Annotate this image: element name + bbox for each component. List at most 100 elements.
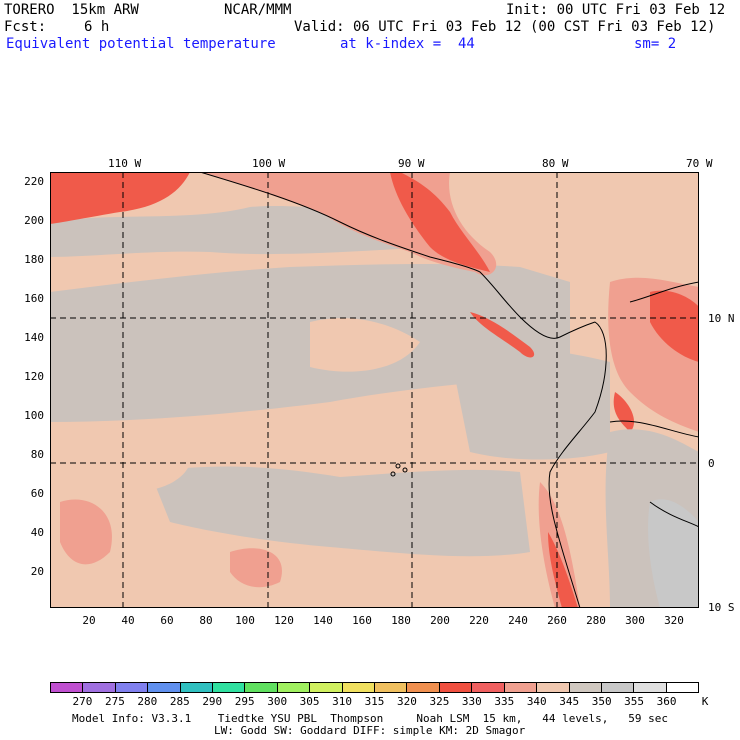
- legend-swatch: [666, 683, 699, 692]
- level-info: at k-index = 44: [340, 36, 475, 52]
- y-tick: 200: [24, 214, 44, 227]
- y-tick: 120: [24, 370, 44, 383]
- galapagos-island: [390, 471, 396, 477]
- legend-swatch: [342, 683, 376, 692]
- coastline-caribbean: [629, 281, 699, 303]
- legend-value: 305: [299, 695, 320, 708]
- field-gray-band-east: [450, 347, 610, 460]
- legend-value: 335: [494, 695, 515, 708]
- legend-swatch: [245, 683, 278, 692]
- legend-swatch: [115, 683, 149, 692]
- legend-swatch: [51, 683, 84, 692]
- field-salmon-patch: [60, 499, 112, 565]
- lon-label-90w: 90 W: [398, 157, 425, 170]
- x-tick: 260: [547, 614, 567, 627]
- field-red-topleft: [50, 172, 190, 224]
- field-red-central-america: [300, 172, 490, 272]
- y-tick: 160: [24, 292, 44, 305]
- legend-swatch: [634, 683, 667, 692]
- x-tick: 220: [469, 614, 489, 627]
- lat-label-10n: 10 N: [708, 312, 735, 325]
- legend-value: 285: [169, 695, 190, 708]
- y-tick: 180: [24, 253, 44, 266]
- field-lightgray-amazon: [648, 499, 699, 608]
- legend-value: 275: [104, 695, 125, 708]
- model-name: TORERO 15km ARW: [4, 2, 139, 18]
- field-red-costa-rica: [470, 312, 535, 358]
- legend-swatch: [569, 683, 602, 692]
- smoothing-info: sm= 2: [634, 36, 677, 52]
- x-tick: 140: [313, 614, 333, 627]
- legend-value: 340: [526, 695, 547, 708]
- legend-value: 345: [559, 695, 580, 708]
- coastline-central-america: [199, 172, 596, 339]
- legend-value: 360: [656, 695, 677, 708]
- y-tick: 20: [30, 565, 44, 578]
- legend-value: 290: [202, 695, 223, 708]
- y-tick: 40: [30, 526, 44, 539]
- x-tick: 40: [121, 614, 135, 627]
- field-salmon-patch: [230, 548, 282, 588]
- map-plot: [50, 172, 699, 608]
- legend-value: 295: [234, 695, 255, 708]
- legend-swatch: [407, 683, 440, 692]
- legend-value: 355: [624, 695, 645, 708]
- field-tan-patch: [310, 318, 420, 372]
- legend-swatch: [310, 683, 343, 692]
- legend-swatch: [277, 683, 311, 692]
- graticule: [50, 172, 699, 608]
- lon-label-80w: 80 W: [542, 157, 569, 170]
- init-time: Init: 00 UTC Fri 03 Feb 12: [506, 2, 726, 18]
- legend-value: 270: [72, 695, 93, 708]
- legend-unit: K: [701, 695, 709, 708]
- forecast-hour: 6 h: [84, 19, 110, 35]
- x-tick: 320: [664, 614, 684, 627]
- field-red-andes: [613, 392, 635, 432]
- legend-swatch: [180, 683, 214, 692]
- legend-value: 315: [364, 695, 385, 708]
- border-brazil: [649, 501, 699, 528]
- legend-value: 325: [429, 695, 450, 708]
- galapagos-island: [395, 463, 401, 469]
- lon-label-110w: 110 W: [108, 157, 142, 170]
- model-info-line2: LW: Godd SW: Goddard DIFF: simple KM: 2D…: [214, 724, 526, 737]
- x-tick: 160: [352, 614, 372, 627]
- legend-swatch: [537, 683, 570, 692]
- lat-label-10s: 10 S: [708, 601, 735, 614]
- x-tick: 200: [430, 614, 450, 627]
- legend-value: 300: [267, 695, 288, 708]
- field-salmon-peru: [538, 482, 580, 608]
- lat-label-0: 0: [708, 457, 715, 470]
- field-gray-band-south: [150, 466, 530, 557]
- lon-label-70w: 70 W: [686, 157, 713, 170]
- field-red-peru: [548, 532, 578, 608]
- legend-value: 320: [397, 695, 417, 708]
- coastline-south-america: [548, 321, 607, 608]
- plot-frame: [50, 172, 699, 608]
- legend-colorbar: [50, 682, 699, 693]
- x-tick: 120: [274, 614, 294, 627]
- field-name: Equivalent potential temperature: [6, 36, 276, 52]
- y-tick: 60: [30, 487, 44, 500]
- y-tick: 220: [24, 175, 44, 188]
- x-tick: 20: [82, 614, 96, 627]
- legend-value: 280: [137, 695, 158, 708]
- legend-swatch: [213, 683, 246, 692]
- legend-swatch: [83, 683, 116, 692]
- organization: NCAR/MMM: [224, 2, 292, 18]
- x-tick: 300: [625, 614, 645, 627]
- field-tan-patch: [70, 439, 192, 492]
- border-peru-ecuador: [609, 420, 699, 438]
- forecast-label: Fcst:: [4, 19, 47, 35]
- x-tick: 80: [199, 614, 213, 627]
- model-info-line1: Model Info: V3.3.1 Tiedtke YSU PBL Thomp…: [72, 712, 669, 725]
- x-tick: 60: [160, 614, 174, 627]
- legend-swatch: [375, 683, 408, 692]
- y-tick: 140: [24, 331, 44, 344]
- galapagos-island: [402, 467, 408, 473]
- legend-swatch: [504, 683, 538, 692]
- y-tick: 100: [24, 409, 44, 422]
- lon-label-100w: 100 W: [252, 157, 286, 170]
- x-tick: 100: [235, 614, 255, 627]
- legend-swatch: [439, 683, 473, 692]
